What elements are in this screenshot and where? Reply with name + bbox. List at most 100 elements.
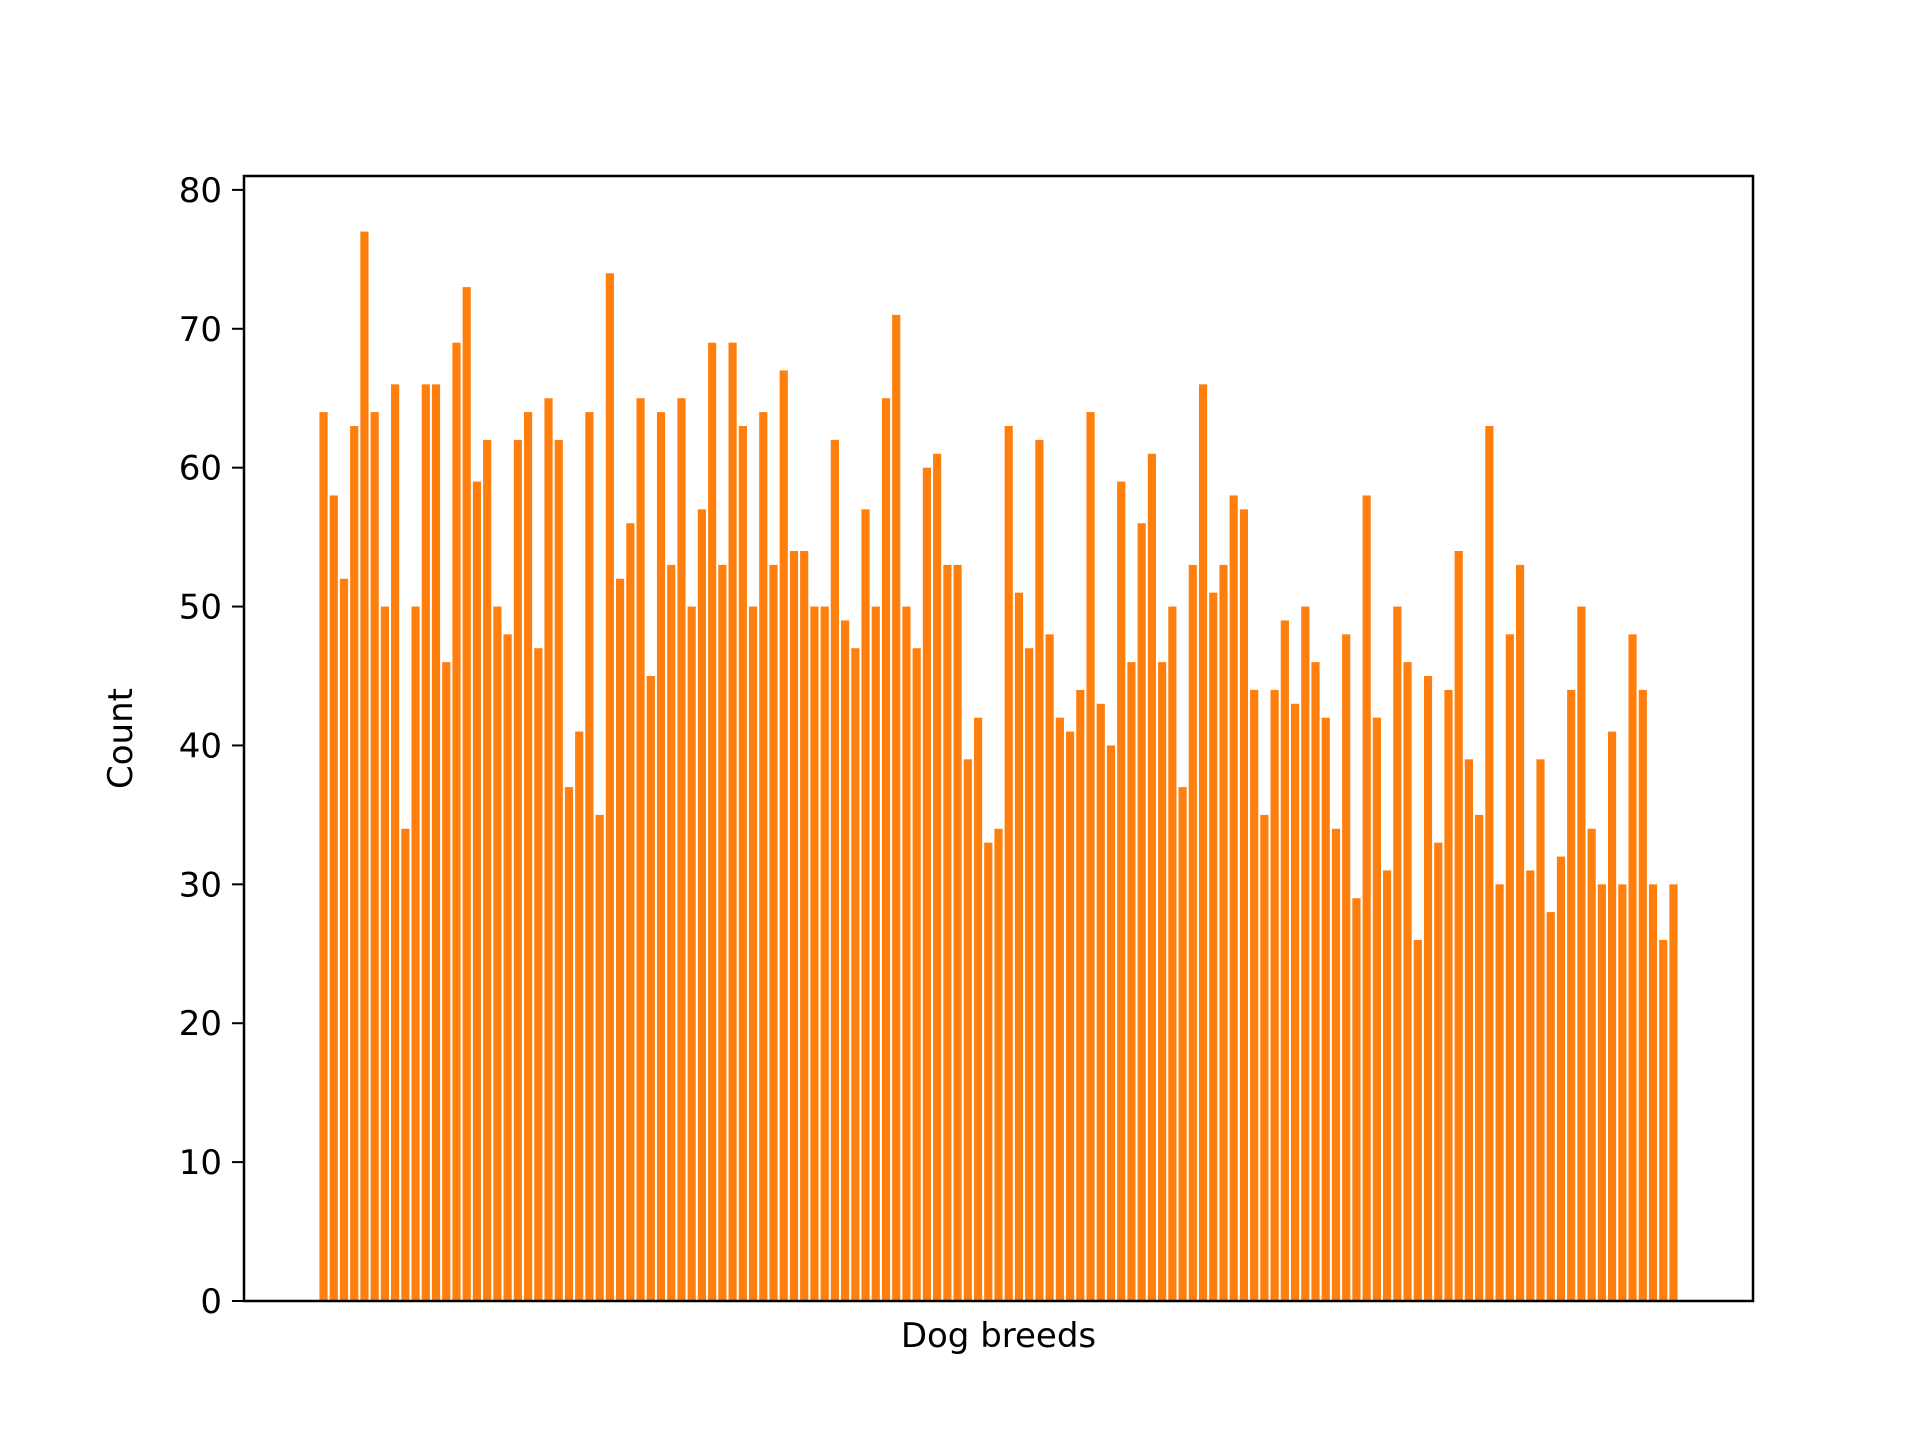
bar (912, 648, 921, 1301)
bar (1352, 898, 1361, 1301)
bar (1290, 703, 1300, 1301)
bar (585, 412, 594, 1301)
bar (1577, 606, 1586, 1301)
bar (1567, 689, 1576, 1301)
y-tick-label: 40 (179, 726, 222, 766)
bar (1669, 884, 1678, 1301)
bar (452, 342, 461, 1301)
bar (421, 384, 430, 1302)
bar (1413, 939, 1422, 1301)
bar (1158, 662, 1167, 1301)
bar (554, 439, 563, 1301)
bar (1239, 509, 1249, 1302)
bar (616, 578, 625, 1301)
bar (483, 439, 492, 1301)
bar (810, 606, 819, 1301)
bar (1219, 564, 1228, 1301)
bar (871, 606, 880, 1301)
bar (1597, 884, 1606, 1301)
y-tick-label: 70 (179, 310, 222, 350)
bar (1536, 759, 1545, 1301)
bar (667, 564, 676, 1301)
bar (1342, 634, 1351, 1301)
bar (902, 606, 911, 1301)
bar (1454, 551, 1463, 1301)
bar (319, 412, 328, 1301)
bar (1270, 689, 1279, 1301)
bar (1055, 717, 1064, 1301)
y-axis-label: Count (101, 688, 141, 789)
bar (1618, 884, 1627, 1301)
bar (820, 606, 829, 1301)
bar (1035, 439, 1044, 1301)
bar (646, 676, 655, 1301)
bar (841, 620, 850, 1301)
plot-frame (242, 174, 1755, 1303)
bar (472, 481, 482, 1301)
bars-group (319, 231, 1678, 1302)
bar (687, 606, 696, 1301)
bar (442, 662, 451, 1301)
bar (636, 398, 645, 1302)
bar (769, 564, 778, 1301)
bar (1475, 814, 1484, 1301)
bar (370, 412, 379, 1301)
bar (1608, 731, 1617, 1301)
bar (1250, 689, 1259, 1301)
bar (1280, 620, 1289, 1301)
bar (748, 606, 758, 1301)
bar (1137, 523, 1146, 1301)
bar (1076, 689, 1085, 1301)
bar (1127, 662, 1136, 1301)
bar (1014, 592, 1024, 1301)
bar (605, 273, 614, 1302)
bar (881, 398, 891, 1302)
bar (1086, 412, 1095, 1301)
bar (1383, 870, 1392, 1301)
bar (1372, 717, 1381, 1301)
bar (1004, 426, 1013, 1301)
bar (1025, 648, 1034, 1301)
bar (697, 509, 707, 1302)
y-axis: 0 10 20 30 40 50 60 70 80 (179, 171, 244, 1322)
bar (830, 439, 839, 1301)
bar (411, 606, 420, 1301)
x-axis-label: Dog breeds (901, 1316, 1096, 1356)
bar (789, 551, 799, 1301)
bar (963, 759, 972, 1301)
bar (360, 231, 369, 1301)
bar (1311, 662, 1320, 1301)
bar (933, 453, 942, 1301)
bar (677, 398, 686, 1302)
bar (1209, 592, 1218, 1301)
bar (922, 467, 931, 1301)
bar (1659, 939, 1668, 1301)
bar (380, 606, 389, 1301)
bar (728, 342, 737, 1301)
bar (462, 287, 471, 1301)
bar (1628, 634, 1637, 1301)
bar (1362, 495, 1371, 1301)
bar (1178, 787, 1187, 1301)
bar (534, 648, 543, 1301)
y-tick-label: 0 (200, 1282, 222, 1322)
bar (1587, 828, 1596, 1301)
bar (595, 814, 604, 1301)
bar (523, 412, 533, 1301)
bar (851, 648, 860, 1301)
bar (892, 314, 901, 1301)
bar (1393, 606, 1402, 1301)
bar (779, 370, 788, 1301)
bar (564, 787, 574, 1301)
bar (1648, 884, 1658, 1301)
bar (329, 495, 338, 1301)
bar (708, 342, 717, 1301)
bar (1423, 676, 1433, 1301)
bar (1546, 912, 1555, 1301)
bar (1096, 703, 1105, 1301)
bar (1556, 856, 1566, 1301)
bar (431, 384, 441, 1302)
bar (1168, 606, 1177, 1301)
